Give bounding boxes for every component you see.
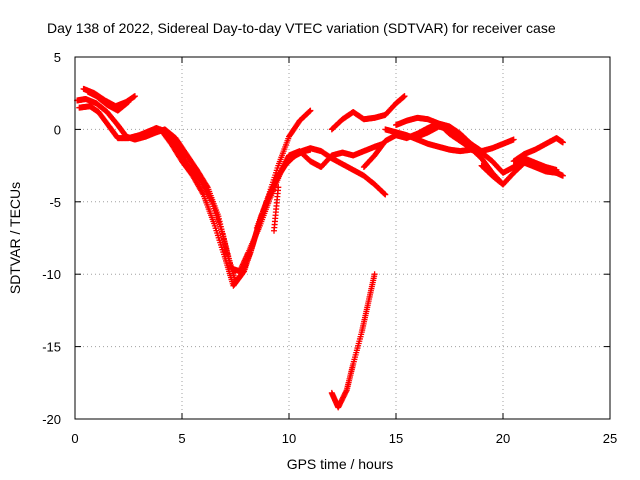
data-point: [559, 139, 566, 146]
data-point: [401, 93, 408, 100]
series-track-d: [84, 88, 132, 114]
y-tick-label: -20: [42, 412, 61, 427]
series-track-e: [140, 124, 387, 275]
ticks: [74, 56, 611, 420]
data-point: [275, 184, 282, 191]
plot-frame: [74, 56, 611, 420]
series-track-o: [510, 135, 566, 165]
data-point: [131, 93, 138, 100]
series-track-i: [328, 93, 408, 133]
series-track-k: [382, 126, 560, 176]
series-track-n: [478, 159, 566, 188]
tick-labels: 0 5 10 15 20 25 5 0 -5 -10 -15 -20: [42, 50, 617, 446]
x-tick-label: 10: [282, 431, 296, 446]
x-tick-label: 5: [178, 431, 185, 446]
chart-title: Day 138 of 2022, Sidereal Day-to-day VTE…: [47, 20, 556, 36]
data-point: [306, 108, 313, 115]
data-point: [382, 191, 389, 198]
data-point: [125, 98, 132, 105]
y-tick-label: 0: [54, 122, 61, 137]
y-tick-label: 5: [54, 50, 61, 65]
y-tick-label: -5: [49, 195, 61, 210]
y-axis-label: SDTVAR / TECUs: [7, 182, 23, 294]
y-tick-label: -15: [42, 340, 61, 355]
x-tick-label: 20: [496, 431, 510, 446]
series-track-g: [271, 184, 282, 234]
x-tick-label: 0: [71, 431, 78, 446]
data-point: [371, 271, 378, 278]
data-layer: [74, 85, 566, 411]
data-point: [510, 136, 517, 143]
series-track-m: [414, 123, 474, 147]
x-tick-label: 25: [603, 431, 617, 446]
data-point: [467, 140, 474, 147]
x-axis-label: GPS time / hours: [287, 456, 394, 472]
data-point: [307, 107, 314, 114]
series-track-h: [328, 271, 378, 411]
x-tick-label: 15: [389, 431, 403, 446]
series-track-f: [253, 107, 314, 231]
data-point: [381, 190, 388, 197]
grid: [75, 57, 610, 419]
y-tick-label: -10: [42, 267, 61, 282]
data-point: [559, 172, 566, 179]
